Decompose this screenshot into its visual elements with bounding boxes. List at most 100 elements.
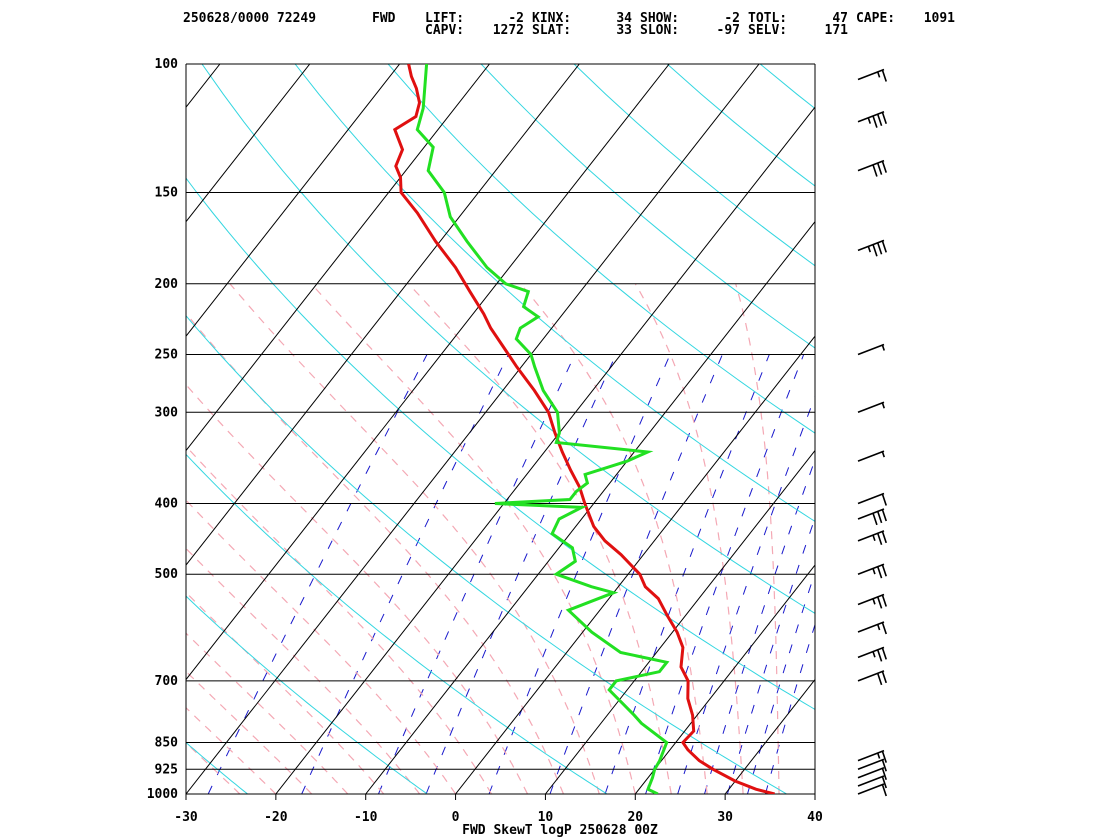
wind-barb-half-flag: [867, 245, 872, 253]
moist-adiabat: [634, 283, 744, 794]
moist-adiabat: [186, 742, 241, 794]
mixing-ratio-line: [604, 354, 770, 794]
wind-barb-staff: [857, 775, 885, 787]
mixing-ratio-line: [645, 354, 805, 794]
wind-barb-flag: [881, 767, 887, 780]
pressure-tick-label: 300: [155, 405, 179, 420]
pressure-tick-label: 100: [155, 57, 179, 72]
wind-barb-flag: [876, 510, 883, 524]
isotherm-line: [0, 64, 40, 794]
mixing-ratio-lines: [207, 354, 815, 794]
lift-value: -2: [508, 11, 524, 26]
moist-adiabat: [186, 632, 349, 794]
sounding-traces: [392, 64, 775, 794]
wind-barb: [857, 621, 887, 635]
temperature-tick-label: 10: [538, 810, 554, 825]
wind-barb-staff: [857, 646, 885, 659]
wind-barb: [857, 563, 887, 579]
wind-barb: [857, 68, 887, 82]
dry-adiabat: [186, 177, 815, 710]
slon-value: -97: [717, 23, 740, 38]
wind-barb-staff: [857, 68, 885, 81]
kinx-label: KINX:: [532, 11, 571, 26]
wind-barb-staff: [857, 239, 885, 252]
wind-barb-flag: [876, 113, 883, 126]
wind-barb-flag: [881, 783, 887, 797]
wind-barb-flag: [872, 243, 878, 257]
isotherm-line: [634, 564, 815, 794]
dry-adiabat: [186, 741, 248, 794]
wind-barb: [857, 783, 887, 797]
mixing-ratio-line: [207, 354, 428, 794]
wind-barb-staff: [857, 621, 885, 633]
wind-barb-staff: [857, 111, 885, 123]
wind-barb-staff: [857, 343, 885, 356]
temperature-tick-label: -20: [264, 810, 288, 825]
show-label: SHOW:: [640, 11, 679, 26]
isotherm-line: [186, 64, 221, 109]
isobars: [185, 63, 816, 795]
moist-adiabat: [186, 383, 529, 794]
capv-label: CAPV:: [425, 23, 464, 38]
mixing-ratio-line: [764, 623, 815, 794]
selv-label: SELV:: [748, 23, 787, 38]
dry-adiabat: [573, 64, 815, 267]
temperature-tick-label: 20: [627, 810, 643, 825]
wind-barb: [857, 766, 887, 780]
mixing-ratio-line: [549, 354, 723, 794]
wind-barb-flag: [881, 160, 887, 173]
mixing-ratio-line: [747, 571, 815, 794]
wind-barb-flag: [881, 594, 887, 607]
moist-adiabat: [520, 283, 708, 794]
isotherm-line: [186, 64, 401, 337]
dry-adiabat: [759, 64, 815, 110]
wind-barb-staff: [857, 766, 885, 779]
mixing-ratio-line: [378, 354, 576, 794]
moist-adiabat: [186, 547, 421, 794]
pressure-tick-label: 500: [155, 567, 179, 582]
moist-adiabat: [408, 283, 672, 794]
wind-barbs: [857, 68, 887, 797]
wind-barb-flag: [876, 649, 883, 662]
isotherm-line: [186, 64, 490, 452]
pressure-tick-label: 250: [155, 347, 179, 362]
isotherm-line: [814, 793, 815, 794]
wind-barb: [857, 343, 885, 356]
wind-barb: [857, 239, 887, 257]
wind-barb-staff: [857, 530, 885, 542]
pressure-tick-label: 400: [155, 497, 179, 512]
stability-header: 250628/0000 72249 FWD LIFT: -2 KINX: 34 …: [183, 11, 955, 38]
wind-barb-flag: [881, 69, 887, 82]
wind-barb: [857, 593, 887, 609]
wind-barb: [857, 758, 887, 772]
wind-barb-flag: [881, 670, 887, 684]
dry-adiabat: [186, 314, 787, 794]
wind-barb-flag: [881, 493, 887, 506]
totl-label: TOTL:: [748, 11, 787, 26]
wind-barb-flag: [881, 750, 887, 763]
mixing-ratio-line: [704, 458, 815, 794]
isotherm-line: [545, 449, 815, 794]
wind-barb-half-flag: [881, 450, 885, 458]
isotherm-line: [0, 64, 130, 794]
wind-barb-half-flag: [872, 598, 876, 605]
wind-barb-flag: [881, 621, 887, 635]
station-time: 250628/0000 72249: [183, 11, 316, 26]
wind-barb: [857, 159, 887, 177]
dry-adiabat: [294, 64, 815, 522]
wind-barb-staff: [857, 670, 885, 682]
wind-barb-flag: [872, 512, 878, 526]
moist-adiabat: [229, 283, 600, 794]
isotherm-line: [724, 678, 815, 794]
pressure-tick-label: 700: [155, 674, 179, 689]
mixing-ratio-line: [726, 516, 815, 794]
wind-barb-staff: [857, 508, 885, 520]
temperature-tick-label: 0: [452, 810, 460, 825]
wind-barb: [857, 508, 887, 526]
moist-adiabat: [186, 591, 385, 794]
isotherm-line: [365, 220, 815, 794]
dry-adiabat: [387, 64, 815, 434]
isotherm-line: [455, 335, 815, 794]
pressure-tick-label: 200: [155, 277, 179, 292]
wind-barb-flag: [876, 532, 883, 546]
